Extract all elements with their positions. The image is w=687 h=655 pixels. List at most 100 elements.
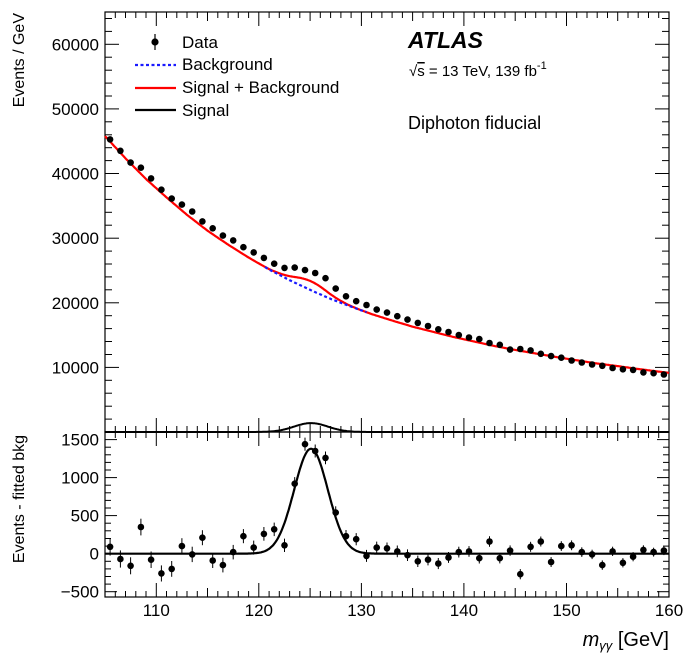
ratio-data-point <box>311 447 319 455</box>
ratio-data-point <box>445 554 452 561</box>
main-data-point <box>240 243 247 251</box>
main-data-point <box>414 319 422 327</box>
y-tick-label-ratio: 500 <box>71 507 99 526</box>
ratio-data-point <box>352 535 360 543</box>
y-tick-label-ratio: 1000 <box>61 469 99 488</box>
y-tick-label-main: 40000 <box>52 165 99 184</box>
ratio-data-point <box>568 542 575 549</box>
main-data-point <box>209 225 216 232</box>
main-data-point <box>455 331 463 339</box>
main-data-point <box>352 297 360 305</box>
ratio-data-point <box>424 556 432 563</box>
ratio-data-point <box>476 554 483 562</box>
lumi-exponent: -1 <box>537 60 547 72</box>
ratio-data-point <box>414 558 422 565</box>
main-data-point <box>619 366 627 373</box>
energy-text: √s = 13 TeV, 139 fb-1 <box>409 60 547 80</box>
main-data-point <box>424 322 432 330</box>
legend-signal-label: Signal <box>182 101 229 120</box>
ratio-data-point <box>363 552 370 560</box>
ratio-data-points <box>106 437 668 582</box>
main-data-point <box>229 237 237 244</box>
main-data-point <box>168 195 175 202</box>
main-data-points <box>106 136 668 378</box>
ratio-data-point <box>578 548 586 556</box>
ratio-data-point <box>496 554 504 562</box>
legend-background-label: Background <box>182 55 273 74</box>
main-data-point <box>117 147 124 155</box>
main-data-point <box>435 326 442 333</box>
signal-curve <box>105 422 669 433</box>
y-tick-label-main: 10000 <box>52 358 99 377</box>
ratio-data-point <box>322 454 329 462</box>
main-data-point <box>578 359 586 366</box>
main-data-point <box>476 335 483 343</box>
main-data-point <box>188 208 196 215</box>
ratio-data-point <box>373 544 381 551</box>
ratio-panel-frame <box>104 431 670 598</box>
main-data-point <box>332 285 340 292</box>
ratio-axis-ticks: 110 120 130 140 150 160 −500 0 500 1000 1500 <box>61 431 683 620</box>
ratio-data-point <box>158 570 165 577</box>
main-data-point <box>486 339 493 347</box>
x-axis-label-m: m <box>583 629 600 651</box>
ratio-data-point <box>629 553 637 560</box>
main-data-point <box>629 366 637 374</box>
ratio-data-point <box>609 548 616 555</box>
signal-plus-background-curve <box>104 135 670 374</box>
legend-data-marker <box>151 38 159 46</box>
main-data-point <box>537 350 545 358</box>
x-axis-label: mγγ [GeV] <box>583 629 669 653</box>
main-data-point <box>465 334 473 341</box>
main-data-point <box>106 136 114 143</box>
ratio-data-point <box>435 560 442 567</box>
main-data-point <box>250 249 257 256</box>
ratio-data-point <box>537 538 545 545</box>
ratio-data-point <box>383 545 391 552</box>
ratio-data-point <box>588 551 596 558</box>
main-data-point <box>609 364 616 372</box>
ratio-data-point <box>178 542 186 550</box>
y-tick-label-main: 50000 <box>52 100 99 119</box>
main-data-point <box>301 266 309 274</box>
atlas-label: ATLAS <box>407 27 484 53</box>
ratio-data-point <box>640 546 647 554</box>
main-data-point <box>383 309 391 316</box>
energy-s: s <box>417 63 425 80</box>
y-tick-label-ratio: 0 <box>90 545 99 564</box>
ratio-data-point <box>127 562 134 570</box>
legend-data-label: Data <box>182 33 218 52</box>
ratio-signal-curve <box>105 447 669 555</box>
ratio-y-axis-label: Events - fitted bkg <box>11 435 28 563</box>
ratio-data-point <box>260 530 268 538</box>
ratio-data-point <box>106 543 114 551</box>
ratio-data-point <box>250 544 257 551</box>
ratio-data-point <box>404 551 411 559</box>
ratio-data-point <box>240 532 247 540</box>
main-data-point <box>363 301 370 309</box>
background-curve <box>264 266 367 314</box>
x-axis-label-unit: [GeV] <box>612 629 669 651</box>
ratio-data-point <box>660 547 668 554</box>
ratio-data-point <box>547 558 555 566</box>
main-data-point <box>127 159 134 166</box>
main-data-point <box>588 361 596 368</box>
ratio-data-point <box>517 570 524 578</box>
ratio-data-point <box>394 548 401 555</box>
main-data-point <box>322 274 329 282</box>
main-data-point <box>599 362 606 370</box>
main-data-point <box>342 293 350 300</box>
x-tick-label: 130 <box>347 601 375 620</box>
x-axis-label-sub: γγ <box>599 638 614 653</box>
ratio-data-point <box>527 543 534 551</box>
ratio-data-point <box>219 561 227 569</box>
energy-rest: = 13 TeV, 139 fb <box>425 63 537 80</box>
main-data-point <box>178 201 186 208</box>
x-tick-label: 140 <box>450 601 478 620</box>
y-tick-label-main: 30000 <box>52 229 99 248</box>
main-data-point <box>199 218 206 225</box>
legend: Data Background Signal + Background Sign… <box>135 33 339 120</box>
main-y-axis-label: Events / GeV <box>11 13 28 108</box>
ratio-data-point <box>455 548 463 556</box>
